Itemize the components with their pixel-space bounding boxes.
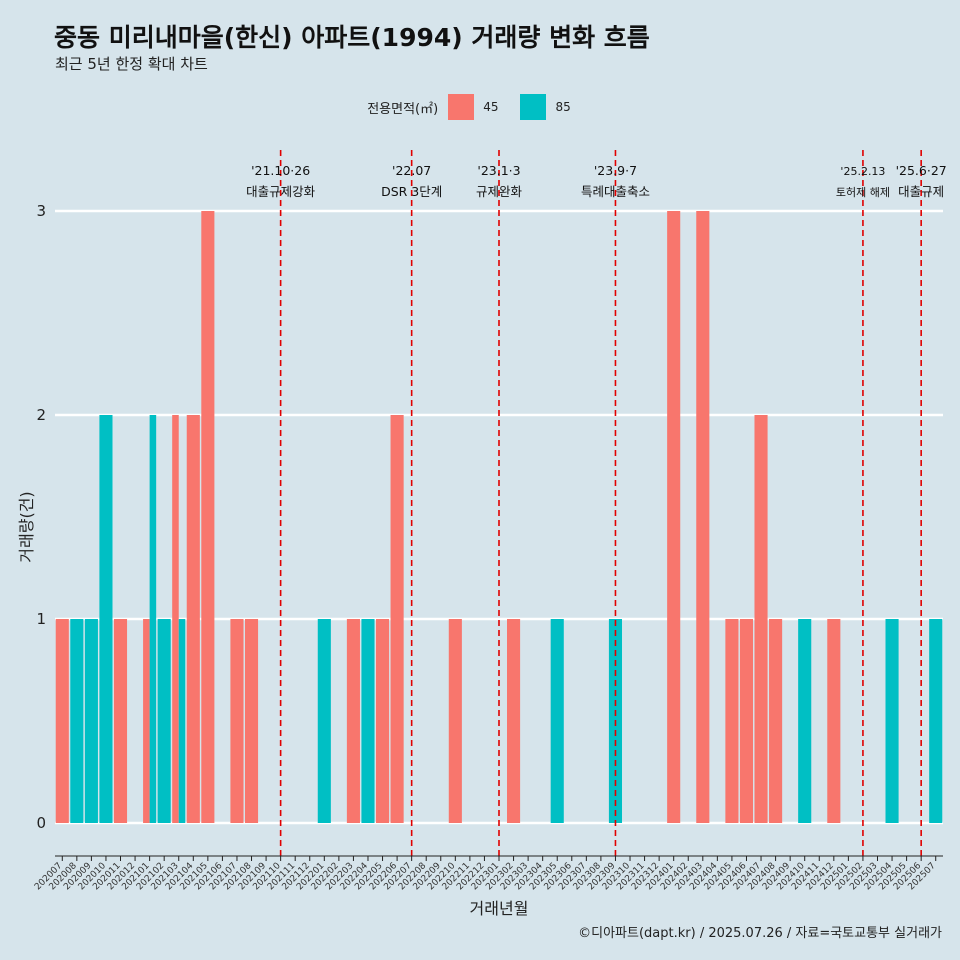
bar-45-202105 <box>201 211 215 823</box>
chart-title: 중동 미리내마을(한신) 아파트(1994) 거래량 변화 흐름 <box>54 23 650 52</box>
bar-45-202412 <box>827 619 841 823</box>
legend: 전용면적(㎡) 45 85 <box>0 93 960 121</box>
event-name-label: 대출규제강화 <box>246 184 316 199</box>
legend-label-85: 85 <box>555 100 571 114</box>
y-tick-label: 3 <box>36 202 46 220</box>
bar-85-202101 <box>149 415 157 823</box>
legend-title: 전용면적(㎡) <box>367 101 439 117</box>
bar-85-202504 <box>885 619 899 823</box>
bar-45-202302 <box>507 619 521 823</box>
bar-45-202011 <box>113 619 128 823</box>
event-name-label: DSR 3단계 <box>381 184 442 199</box>
bar-45-202104 <box>186 415 200 823</box>
bar-45-202103 <box>172 415 179 823</box>
y-axis-title: 거래량(건) <box>17 491 36 562</box>
bar-45-202406 <box>739 619 754 823</box>
event-name-label: 규제완화 <box>476 184 523 199</box>
chart-subtitle: 최근 5년 한정 확대 차트 <box>55 55 208 73</box>
bar-45-202407 <box>754 415 768 823</box>
event-date-label: '23.1·3 <box>477 163 520 178</box>
bar-85-202103 <box>178 619 186 823</box>
y-tick-label: 0 <box>36 814 46 832</box>
bar-45-202403 <box>696 211 710 823</box>
legend-key-85 <box>520 94 547 120</box>
bar-85-202102 <box>157 619 171 823</box>
bar-45-202107 <box>230 619 244 823</box>
event-date-label: '25.2.13 <box>840 165 885 178</box>
bar-85-202507 <box>929 619 943 823</box>
bar-45-202203 <box>346 619 360 823</box>
event-date-label: '22.07 <box>392 163 431 178</box>
legend-label-45: 45 <box>483 100 499 114</box>
bar-85-202201 <box>317 619 331 823</box>
event-date-label: '21.10·26 <box>251 163 310 178</box>
event-name-label: 대출규제 <box>898 184 944 199</box>
bar-45-202405 <box>725 619 739 823</box>
bar-45-202401 <box>667 211 681 823</box>
bar-45-202205 <box>375 619 390 823</box>
bar-85-202410 <box>798 619 812 823</box>
bar-85-202305 <box>550 619 564 823</box>
x-axis-title: 거래년월 <box>470 899 529 918</box>
event-date-label: '23.9·7 <box>594 163 637 178</box>
bar-45-202210 <box>448 619 462 823</box>
bar-85-202010 <box>99 415 113 823</box>
bar-85-202009 <box>84 619 98 823</box>
y-tick-label: 2 <box>36 406 46 424</box>
event-date-label: '25.6·27 <box>896 163 947 178</box>
event-name-label: 특례대출축소 <box>581 184 650 199</box>
bar-45-202408 <box>769 619 783 823</box>
event-name-label: 토허제 해제 <box>836 185 890 199</box>
bar-85-202204 <box>361 619 375 823</box>
y-tick-label: 1 <box>36 610 46 628</box>
legend-key-45 <box>448 94 475 120</box>
bar-45-202007 <box>55 619 69 823</box>
source-caption: ©디아파트(dapt.kr) / 2025.07.26 / 자료=국토교통부 실… <box>578 926 942 941</box>
bar-45-202108 <box>244 619 259 823</box>
bar-45-202206 <box>390 415 404 823</box>
bar-45-202101 <box>143 619 150 823</box>
bar-85-202008 <box>70 619 84 823</box>
